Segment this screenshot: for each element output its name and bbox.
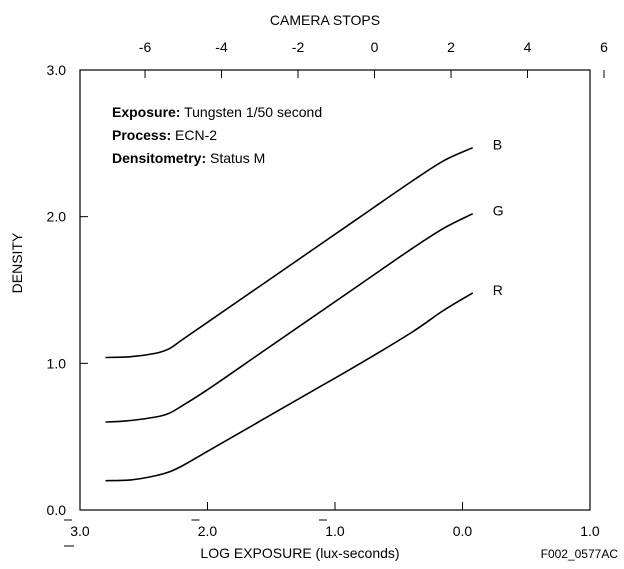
top-tick-label: -4 — [215, 39, 228, 55]
series-label-r: R — [493, 282, 503, 298]
annotation-block: Exposure: Tungsten 1/50 second Process: … — [112, 104, 322, 166]
top-tick-label: 6 — [600, 39, 608, 55]
top-tick-label: 4 — [524, 39, 532, 55]
annotation-densitometry: Densitometry: Status M — [112, 150, 265, 166]
x-tick-label: 1.0 — [580, 523, 600, 539]
top-tick-label: 0 — [371, 39, 379, 55]
top-axis-title: CAMERA STOPS — [270, 12, 380, 28]
x-tick-label: 3.0 — [70, 523, 90, 539]
y-tick-label: 3.0 — [47, 62, 67, 78]
annotation-process: Process: ECN-2 — [112, 127, 217, 143]
y-axis-title: DENSITY — [9, 232, 25, 293]
top-tick-label: -2 — [292, 39, 305, 55]
top-tick-label: 2 — [447, 39, 455, 55]
series-label-g: G — [493, 203, 504, 219]
curve-b — [105, 146, 474, 359]
annotation-exposure: Exposure: Tungsten 1/50 second — [112, 104, 322, 120]
x-tick-label: 0.0 — [453, 523, 473, 539]
curve-g — [105, 212, 474, 423]
y-tick-label: 2.0 — [47, 209, 67, 225]
series-label-b: B — [493, 137, 502, 153]
curve-r — [105, 292, 474, 482]
y-tick-label: 0.0 — [47, 502, 67, 518]
top-tick-label: -6 — [139, 39, 152, 55]
y-tick-label: 1.0 — [47, 355, 67, 371]
x-tick-label: 2.0 — [198, 523, 218, 539]
x-axis-title: LOG EXPOSURE (lux-seconds) — [200, 545, 399, 561]
x-tick-label: 1.0 — [325, 523, 345, 539]
figure-id: F002_0577AC — [541, 547, 619, 561]
